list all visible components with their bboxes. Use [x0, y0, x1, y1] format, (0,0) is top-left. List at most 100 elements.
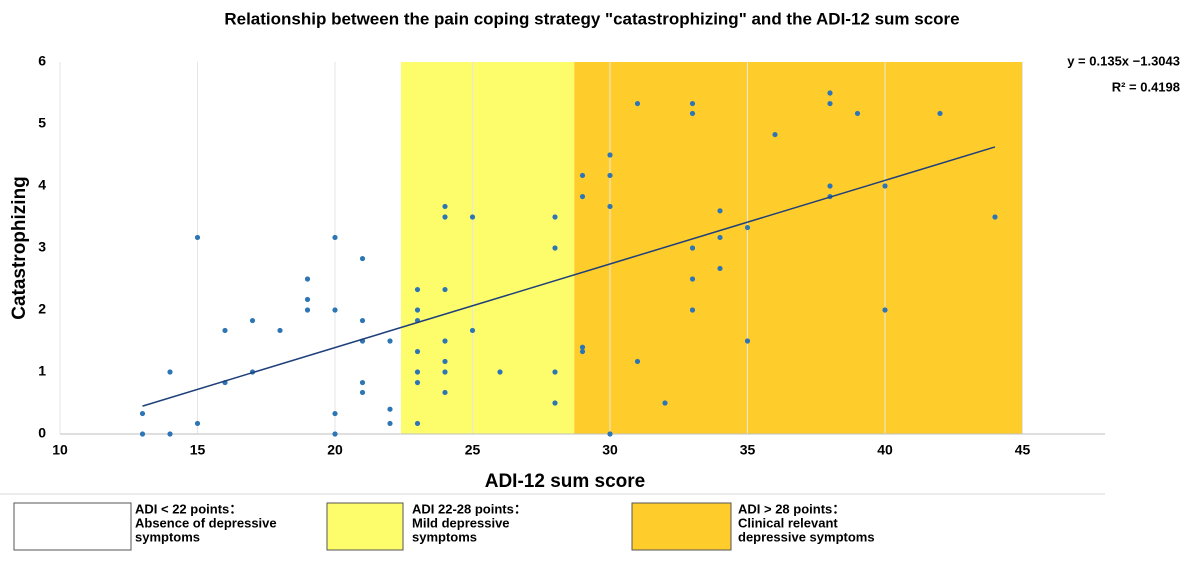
point	[139, 431, 146, 437]
point	[442, 389, 448, 396]
point	[552, 369, 558, 375]
x-tick-label: 35	[740, 442, 756, 458]
point	[442, 369, 448, 375]
point	[414, 379, 421, 386]
point	[332, 307, 338, 313]
y-tick-label: 1	[38, 363, 46, 379]
point	[222, 327, 228, 334]
point	[717, 265, 723, 272]
y-axis-label: Catastrophizing	[9, 176, 30, 320]
trendline	[142, 146, 996, 407]
y-tick-label: 4	[38, 177, 46, 193]
band	[401, 62, 575, 434]
legend-label: Clinical relevant	[738, 515, 838, 530]
point	[442, 358, 448, 365]
legend-swatch	[631, 502, 732, 551]
point	[167, 431, 173, 437]
point	[717, 234, 723, 241]
point	[442, 214, 448, 220]
point	[882, 307, 888, 313]
point	[332, 234, 338, 241]
point	[607, 152, 613, 158]
point	[387, 406, 393, 412]
point	[607, 431, 613, 437]
legend-label: ADI < 22 points：	[135, 501, 242, 516]
point	[387, 420, 393, 427]
point	[277, 327, 283, 334]
point	[579, 193, 586, 200]
legend-label: symptoms	[135, 529, 200, 544]
point	[332, 431, 338, 437]
point	[194, 420, 201, 427]
point	[992, 214, 998, 220]
point	[937, 110, 943, 117]
y-tick-label: 5	[38, 115, 46, 131]
point	[689, 276, 696, 282]
legend-label: ADI 22-28 points：	[412, 501, 527, 516]
point	[689, 245, 696, 251]
point	[442, 203, 448, 210]
point	[827, 183, 833, 189]
band	[60, 62, 401, 434]
legend-label: Mild depressive	[412, 515, 510, 530]
point	[552, 245, 558, 251]
y-tick-label: 6	[38, 53, 46, 69]
equation: y = 0.135x −1.3043	[1067, 53, 1180, 68]
point	[304, 276, 311, 282]
point	[634, 358, 641, 365]
point	[442, 286, 448, 293]
point	[249, 317, 256, 324]
legend-swatch	[13, 502, 132, 551]
x-axis-label: ADI-12 sum score	[485, 471, 646, 492]
point	[359, 389, 366, 396]
point	[332, 410, 338, 417]
y-tick-label: 0	[38, 425, 46, 441]
point	[827, 100, 833, 107]
point	[579, 172, 586, 179]
point	[194, 234, 201, 241]
point	[304, 296, 311, 303]
point	[662, 400, 668, 406]
point	[552, 400, 558, 406]
point	[414, 348, 421, 355]
point	[167, 369, 173, 375]
point	[607, 203, 613, 210]
x-tick-label: 45	[1015, 442, 1031, 458]
point	[414, 420, 421, 427]
x-tick-label: 20	[327, 442, 343, 458]
point	[689, 307, 696, 313]
point	[469, 214, 476, 220]
x-tick-label: 25	[465, 442, 481, 458]
legend-label: depressive symptoms	[738, 529, 875, 544]
legend-swatch	[326, 502, 404, 551]
legend-label: ADI > 28 points：	[738, 501, 845, 516]
point	[139, 410, 146, 417]
point	[744, 338, 751, 344]
point	[579, 344, 586, 350]
point	[552, 214, 558, 220]
point	[414, 307, 421, 313]
point	[414, 369, 421, 375]
point	[359, 379, 366, 386]
x-tick-label: 30	[602, 442, 618, 458]
point	[744, 224, 751, 231]
r-squared: R² = 0.4198	[1112, 79, 1180, 94]
grid	[59, 62, 1023, 434]
point	[882, 183, 888, 189]
point	[304, 307, 311, 313]
legend-label: Absence of depressive	[135, 515, 277, 530]
point	[359, 317, 366, 324]
y-tick-label: 3	[38, 239, 46, 255]
point	[854, 110, 861, 117]
point	[414, 286, 421, 293]
point	[689, 100, 696, 107]
point	[497, 369, 503, 375]
point	[387, 338, 393, 344]
point	[607, 172, 613, 179]
x-tick-label: 15	[190, 442, 206, 458]
x-tick-label: 10	[52, 442, 68, 458]
point	[579, 348, 586, 355]
point	[827, 90, 833, 96]
bands	[60, 62, 1023, 434]
point	[717, 208, 723, 214]
